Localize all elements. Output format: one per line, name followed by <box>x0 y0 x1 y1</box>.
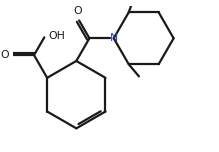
Text: O: O <box>0 50 9 60</box>
Text: OH: OH <box>48 31 65 41</box>
Text: O: O <box>73 6 81 16</box>
Text: N: N <box>110 33 118 43</box>
